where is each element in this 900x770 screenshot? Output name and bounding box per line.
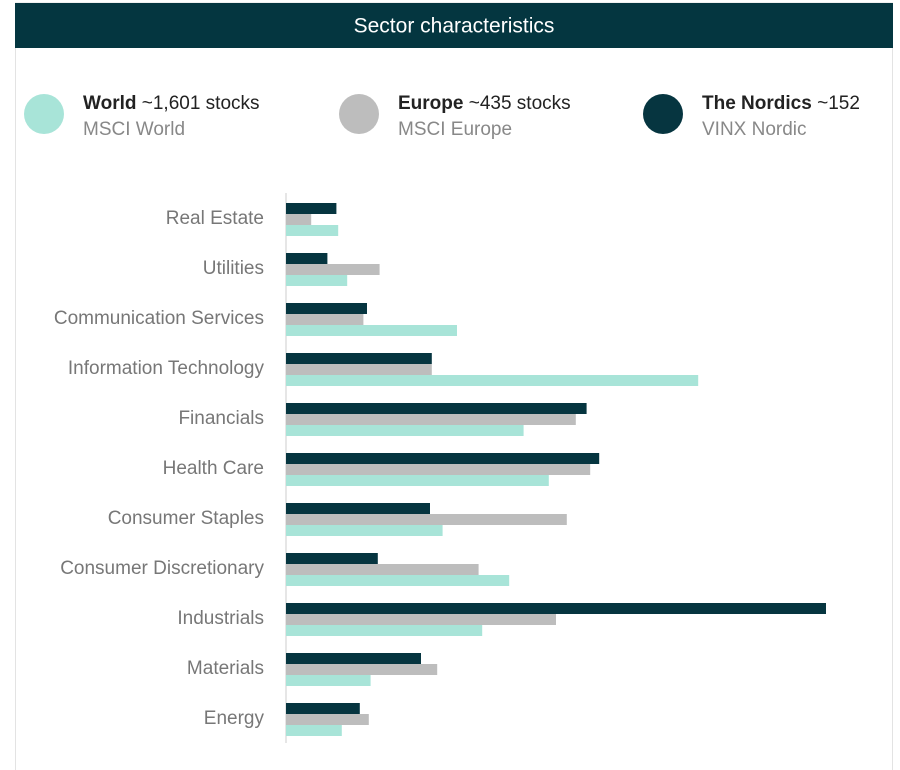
bar (286, 475, 549, 486)
legend-label: World ~1,601 stocks (83, 93, 260, 114)
category-label: Consumer Discretionary (60, 558, 264, 579)
category-label: Consumer Staples (108, 508, 264, 529)
bar (286, 464, 591, 475)
bar (286, 203, 337, 214)
category-label: Industrials (177, 608, 264, 629)
legend-note: ~435 stocks (469, 93, 571, 114)
bar (286, 614, 556, 625)
category-label: Materials (187, 658, 264, 679)
category-label: Health Care (163, 458, 264, 479)
panel (15, 2, 893, 770)
bar (286, 253, 328, 264)
bar (286, 403, 587, 414)
legend-label: The Nordics ~152 (702, 93, 860, 114)
bar (286, 314, 364, 325)
chart-title: Sector characteristics (354, 15, 555, 38)
category-label: Energy (204, 708, 265, 729)
bar (286, 514, 567, 525)
bar (286, 425, 524, 436)
legend-index: MSCI Europe (398, 119, 512, 140)
bar (286, 675, 371, 686)
bar (286, 414, 576, 425)
category-label: Real Estate (166, 208, 264, 229)
bar (286, 725, 342, 736)
legend-swatch (24, 94, 64, 134)
bar (286, 275, 348, 286)
bar (286, 603, 826, 614)
legend-index: MSCI World (83, 119, 185, 140)
category-label: Communication Services (54, 308, 264, 329)
bar (286, 214, 312, 225)
bar (286, 353, 432, 364)
legend-name: Europe (398, 93, 463, 114)
legend-index: VINX Nordic (702, 119, 807, 140)
bar (286, 325, 457, 336)
legend-name: World (83, 93, 136, 114)
bar (286, 714, 369, 725)
bar (286, 575, 510, 586)
bar (286, 364, 432, 375)
bar (286, 303, 367, 314)
bar (286, 564, 479, 575)
bar (286, 703, 360, 714)
category-label: Information Technology (68, 358, 265, 379)
legend-label: Europe ~435 stocks (398, 93, 571, 114)
bar (286, 664, 438, 675)
bar (286, 375, 699, 386)
bar (286, 503, 430, 514)
bar (286, 264, 380, 275)
bar (286, 453, 600, 464)
bar (286, 225, 339, 236)
bar (286, 525, 443, 536)
legend-name: The Nordics (702, 93, 812, 114)
category-label: Utilities (203, 258, 264, 279)
bar (286, 553, 378, 564)
legend-note: ~152 (817, 93, 860, 114)
legend-swatch (643, 94, 683, 134)
header-bar (15, 3, 893, 48)
legend-swatch (339, 94, 379, 134)
category-label: Financials (178, 408, 264, 429)
bar (286, 653, 421, 664)
bar (286, 625, 483, 636)
legend-note: ~1,601 stocks (142, 93, 260, 114)
